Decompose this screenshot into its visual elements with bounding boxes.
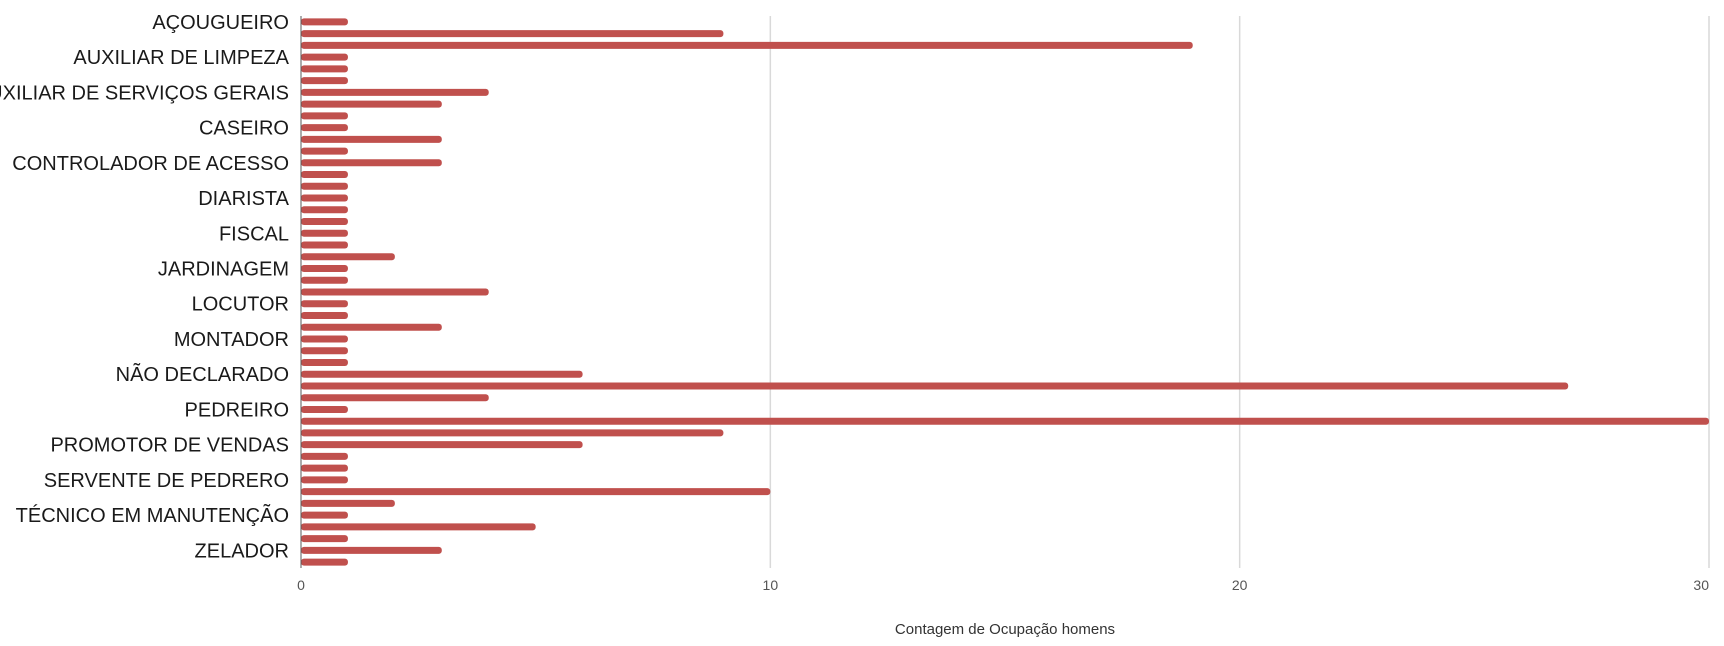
- x-tick-label: 10: [763, 577, 779, 593]
- bar: [301, 370, 583, 378]
- bar: [301, 241, 348, 249]
- category-label: CASEIRO: [199, 118, 289, 140]
- bar: [301, 112, 348, 120]
- bar: [301, 88, 489, 96]
- category-label: CONTROLADOR DE ACESSO: [12, 153, 289, 175]
- x-tick-label: 0: [297, 577, 305, 593]
- bar: [301, 358, 348, 366]
- category-label: MONTADOR: [174, 329, 289, 351]
- bar: [301, 65, 348, 73]
- bar: [301, 429, 724, 437]
- bar: [301, 253, 395, 261]
- bar: [301, 124, 348, 132]
- bar: [301, 41, 1193, 49]
- category-label: SERVENTE DE PEDRERO: [44, 470, 289, 492]
- bar: [301, 499, 395, 507]
- bars: [301, 18, 1709, 566]
- bar: [301, 206, 348, 214]
- category-label: NÃO DECLARADO: [116, 362, 289, 386]
- category-label: DIARISTA: [198, 188, 289, 210]
- bar: [301, 476, 348, 484]
- x-tick-label: 20: [1232, 577, 1248, 593]
- bar: [301, 311, 348, 319]
- bar: [301, 323, 442, 331]
- category-label: FISCAL: [219, 223, 289, 245]
- bar: [301, 535, 348, 543]
- bar: [301, 300, 348, 308]
- bar: [301, 159, 442, 167]
- bar: [301, 182, 348, 190]
- bar: [301, 288, 489, 296]
- bar: [301, 218, 348, 226]
- category-label: PROMOTOR DE VENDAS: [50, 435, 289, 457]
- bar: [301, 77, 348, 85]
- category-label: AUXILIAR DE LIMPEZA: [73, 47, 289, 69]
- bar: [301, 135, 442, 143]
- bar: [301, 523, 536, 531]
- bar: [301, 511, 348, 519]
- category-label: ZELADOR: [195, 540, 289, 562]
- x-axis-title: Contagem de Ocupação homens: [895, 621, 1115, 638]
- bar: [301, 488, 771, 496]
- category-label: TÉCNICO EM MANUTENÇÃO: [16, 503, 289, 527]
- bar: [301, 276, 348, 284]
- bar: [301, 441, 583, 449]
- bar: [301, 30, 724, 38]
- bar: [301, 405, 348, 413]
- category-label: PEDREIRO: [185, 399, 289, 421]
- bar: [301, 394, 489, 402]
- x-tick-labels: 0 10 20 30: [297, 577, 1709, 593]
- bar: [301, 265, 348, 273]
- category-label: LOCUTOR: [192, 294, 289, 316]
- bar: [301, 347, 348, 355]
- bar: [301, 558, 348, 566]
- bar: [301, 171, 348, 179]
- bar: [301, 335, 348, 343]
- bar: [301, 452, 348, 460]
- bar: [301, 53, 348, 61]
- bar: [301, 147, 348, 155]
- x-tick-label: 30: [1693, 577, 1709, 593]
- category-label: AÇOUGUEIRO: [152, 12, 289, 34]
- bar: [301, 417, 1709, 425]
- bar: [301, 382, 1569, 390]
- category-labels: AÇOUGUEIRO AUXILIAR DE LIMPEZA AUXILIAR DE…: [0, 12, 290, 563]
- category-label: JARDINAGEM: [158, 259, 289, 281]
- bar: [301, 18, 348, 26]
- bar: [301, 100, 442, 108]
- bar: [301, 546, 442, 554]
- category-label: AUXILIAR DE SERVIÇOS GERAIS: [0, 82, 289, 104]
- bar: [301, 194, 348, 202]
- bar: [301, 229, 348, 237]
- bar: [301, 464, 348, 472]
- gridlines: [769, 16, 1710, 568]
